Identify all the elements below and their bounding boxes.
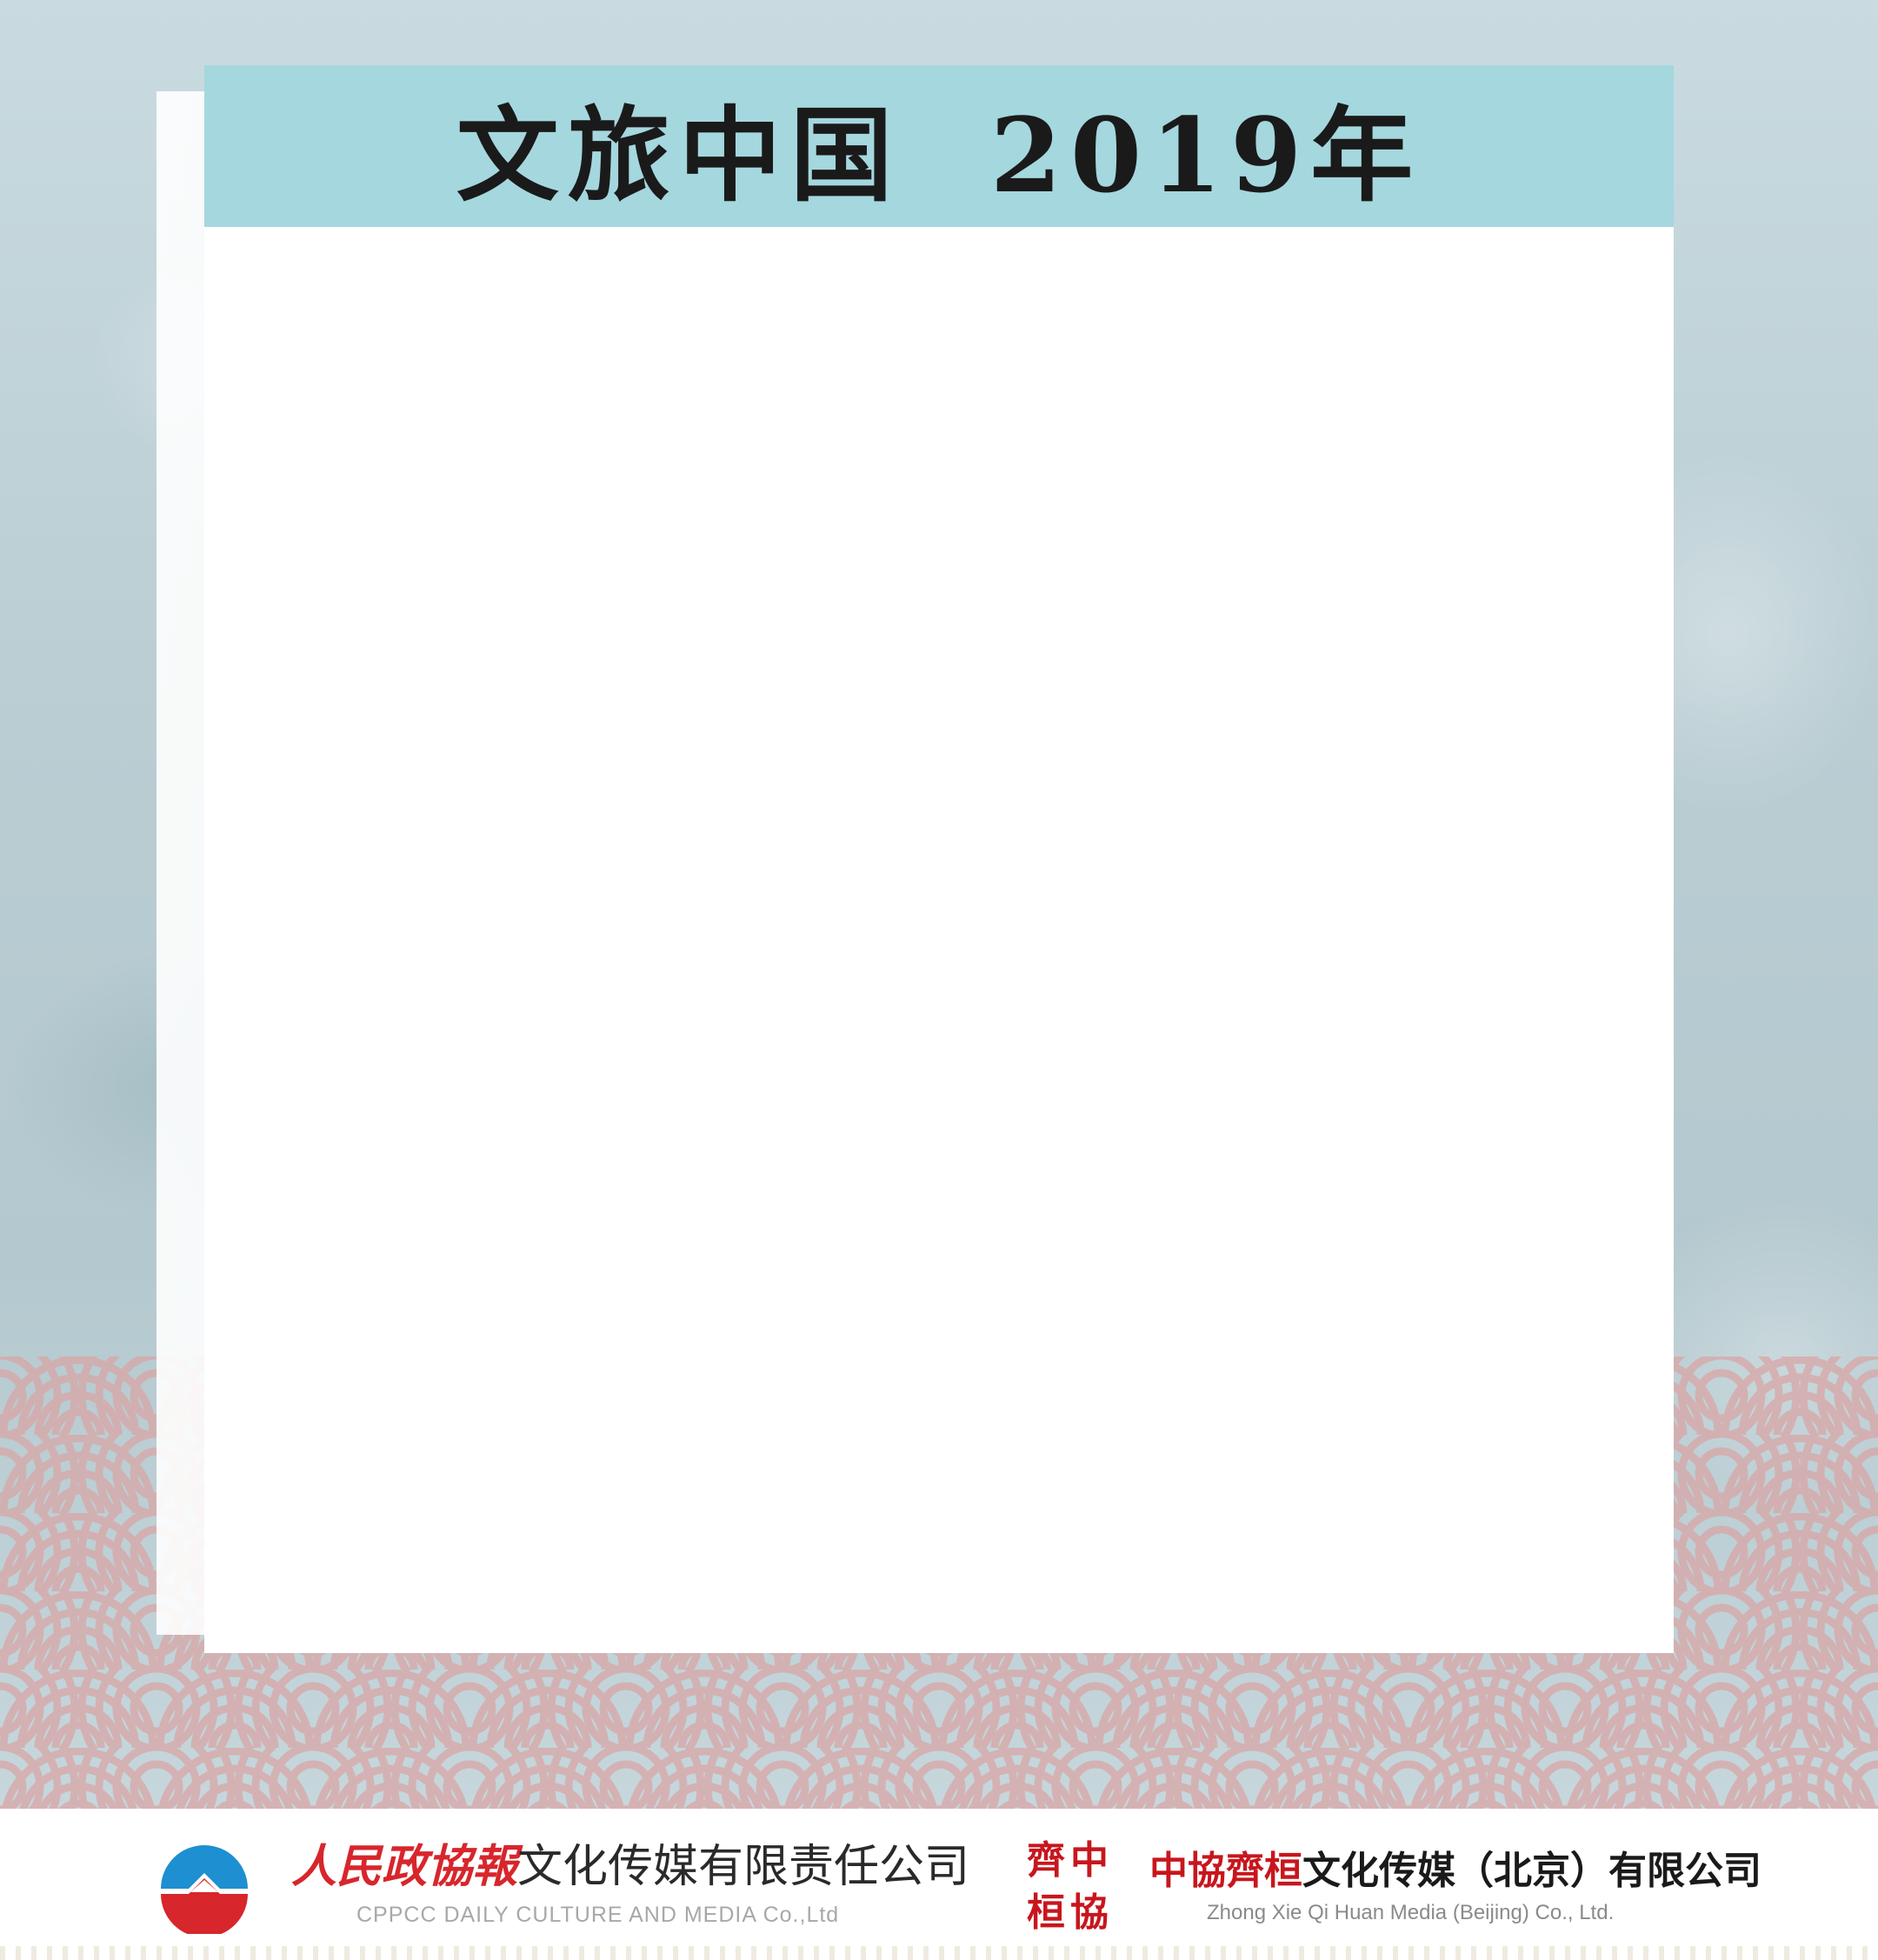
seal-char: 齊: [1027, 1838, 1065, 1883]
logo-right-english: Zhong Xie Qi Huan Media (Beijing) Co., L…: [1207, 1901, 1615, 1924]
title-bar: 文旅中国 2019年: [204, 65, 1674, 227]
logo-right-company: 文化传媒（北京）有限公司: [1302, 1849, 1761, 1893]
seal-char: 協: [1070, 1890, 1109, 1935]
footer-decorative-strip: [0, 1946, 1878, 1960]
logo-left-brand: 人民政協報: [291, 1840, 518, 1893]
logo-right-brand: 中協齊桓: [1149, 1849, 1302, 1893]
seal-char: 中: [1070, 1838, 1109, 1883]
logo-right-name: 中協齊桓文化传媒（北京）有限公司: [1149, 1847, 1761, 1896]
logo-left-name: 人民政協報文化传媒有限责任公司: [291, 1840, 969, 1894]
footer: 人民政協報文化传媒有限责任公司 CPPCC DAILY CULTURE AND …: [0, 1809, 1878, 1960]
frame-title: 文旅中国 2019年: [456, 94, 1422, 216]
seal-char: 桓: [1027, 1890, 1065, 1935]
photo-area: [204, 227, 1674, 1653]
logo-left-english: CPPCC DAILY CULTURE AND MEDIA Co.,Ltd: [356, 1903, 840, 1927]
logo-left-company: 文化传媒有限责任公司: [517, 1841, 970, 1893]
zhongxie-seal-logo: 齊 中 桓 協: [1024, 1835, 1111, 1939]
photo-frame: 文旅中国 2019年: [204, 65, 1674, 1653]
cppcc-daily-logo-icon: [161, 1845, 248, 1934]
